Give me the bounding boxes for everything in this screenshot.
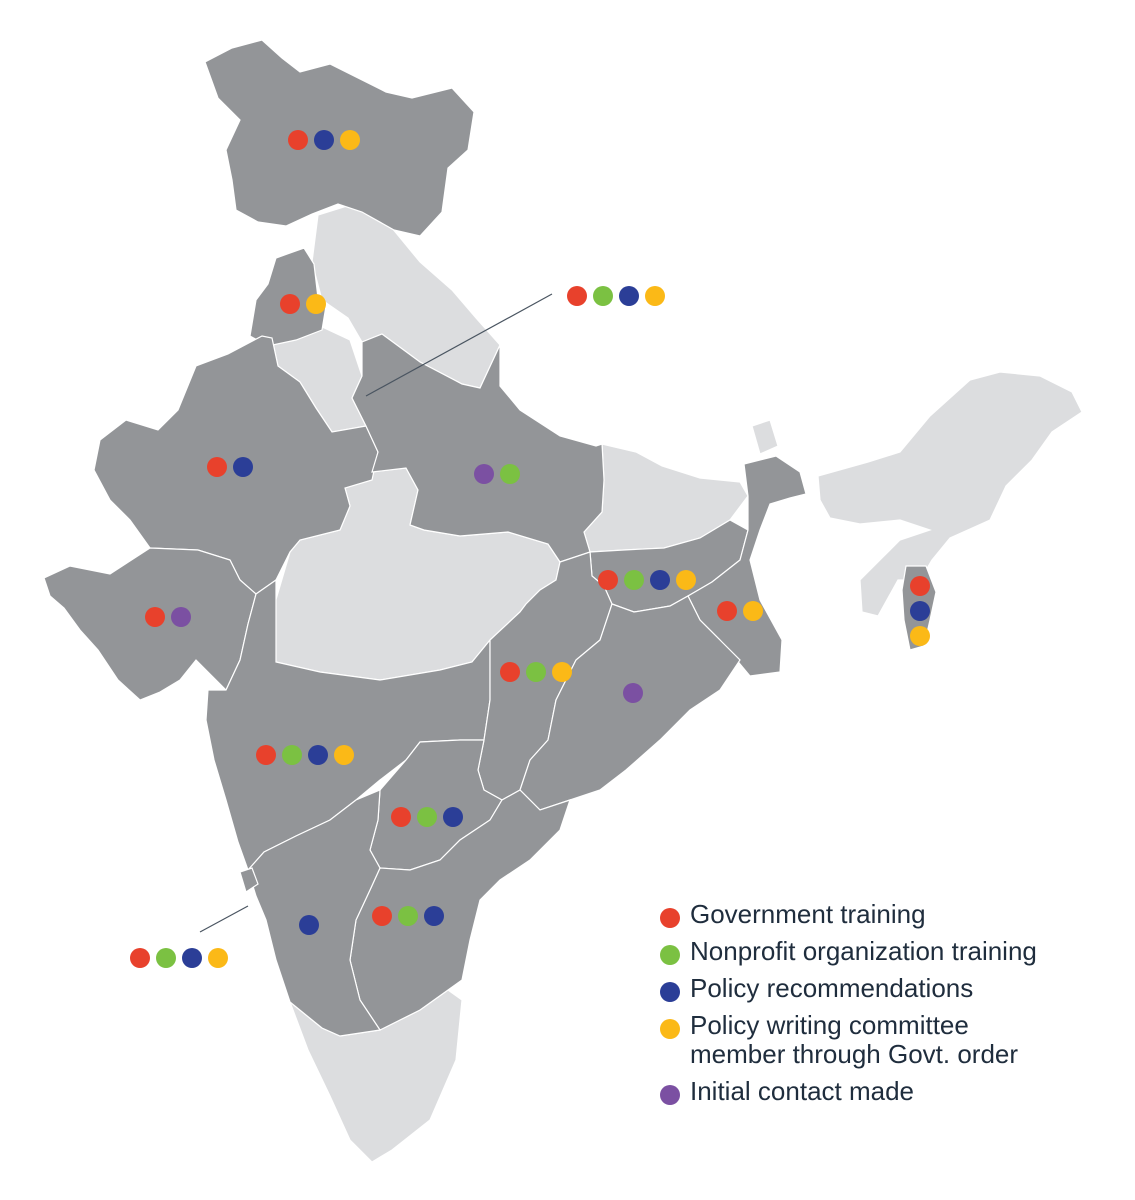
goa-leader-line <box>199 905 249 933</box>
marker-ngo-dot <box>282 745 302 765</box>
legend-label: Government training <box>690 899 926 929</box>
yellow-dot-icon <box>660 1019 680 1039</box>
marker-gov-dot <box>717 601 737 621</box>
state-jammu-kashmir <box>204 39 475 237</box>
marker-committee-dot <box>910 626 930 646</box>
marker-group-karnataka <box>299 915 319 935</box>
state-odisha <box>519 595 741 811</box>
red-dot-icon <box>660 908 680 928</box>
marker-group-maharashtra <box>256 745 354 765</box>
marker-ngo-dot <box>156 948 176 968</box>
marker-gov-dot <box>256 745 276 765</box>
marker-gov-dot <box>145 607 165 627</box>
marker-policy-dot <box>182 948 202 968</box>
marker-group-chhattisgarh <box>500 662 572 682</box>
marker-ngo-dot <box>500 464 520 484</box>
marker-group-rajasthan <box>207 457 253 477</box>
marker-gov-dot <box>372 906 392 926</box>
marker-group-odisha <box>623 683 643 703</box>
legend-label: Policy recommendations <box>690 973 974 1003</box>
marker-ngo-dot <box>398 906 418 926</box>
state-west-bengal <box>687 455 807 677</box>
marker-committee-dot <box>306 294 326 314</box>
marker-ngo-dot <box>624 570 644 590</box>
state-goa <box>239 867 259 893</box>
marker-group-goa <box>130 948 228 968</box>
delhi-leader-line <box>365 293 553 397</box>
marker-gov-dot <box>598 570 618 590</box>
legend-label: Policy writing committee member through … <box>690 1010 1019 1069</box>
marker-committee-dot <box>208 948 228 968</box>
marker-gov-dot <box>500 662 520 682</box>
marker-ngo-dot <box>417 807 437 827</box>
marker-contact-dot <box>171 607 191 627</box>
marker-policy-dot <box>233 457 253 477</box>
marker-ngo-dot <box>526 662 546 682</box>
marker-group-andhra-pradesh <box>372 906 444 926</box>
marker-group-telangana <box>391 807 463 827</box>
state-sikkim <box>751 419 779 455</box>
marker-gov-dot <box>207 457 227 477</box>
green-dot-icon <box>660 945 680 965</box>
marker-contact-dot <box>474 464 494 484</box>
marker-policy-dot <box>314 130 334 150</box>
marker-group-uttar-pradesh <box>474 464 520 484</box>
marker-committee-dot <box>676 570 696 590</box>
marker-committee-dot <box>334 745 354 765</box>
marker-gov-dot <box>130 948 150 968</box>
legend: Government training Nonprofit organizati… <box>660 900 1130 1114</box>
marker-policy-dot <box>619 286 639 306</box>
marker-ngo-dot <box>593 286 613 306</box>
marker-policy-dot <box>650 570 670 590</box>
marker-committee-dot <box>743 601 763 621</box>
marker-policy-dot <box>910 601 930 621</box>
marker-committee-dot <box>645 286 665 306</box>
marker-gov-dot <box>280 294 300 314</box>
legend-label: Initial contact made <box>690 1076 915 1106</box>
marker-gov-dot <box>910 576 930 596</box>
marker-group-manipur-mizoram <box>910 576 930 646</box>
marker-group-jharkhand <box>598 570 696 590</box>
markers-layer <box>130 130 930 968</box>
marker-gov-dot <box>288 130 308 150</box>
legend-item-nonprofit-training: Nonprofit organization training <box>660 937 1130 966</box>
legend-item-policy-recommendations: Policy recommendations <box>660 974 1130 1003</box>
state-karnataka <box>247 789 382 1037</box>
marker-policy-dot <box>308 745 328 765</box>
marker-committee-dot <box>340 130 360 150</box>
blue-dot-icon <box>660 982 680 1002</box>
marker-contact-dot <box>623 683 643 703</box>
marker-policy-dot <box>424 906 444 926</box>
legend-item-government-training: Government training <box>660 900 1130 929</box>
legend-item-policy-committee: Policy writing committee member through … <box>660 1011 1130 1069</box>
legend-item-initial-contact: Initial contact made <box>660 1077 1130 1106</box>
marker-gov-dot <box>567 286 587 306</box>
marker-group-west-bengal <box>717 601 763 621</box>
state-northeast <box>817 371 1083 617</box>
marker-gov-dot <box>391 807 411 827</box>
marker-group-jammu-kashmir <box>288 130 360 150</box>
marker-policy-dot <box>443 807 463 827</box>
marker-policy-dot <box>299 915 319 935</box>
marker-committee-dot <box>552 662 572 682</box>
marker-group-punjab <box>280 294 326 314</box>
marker-group-gujarat <box>145 607 191 627</box>
legend-label: Nonprofit organization training <box>690 936 1037 966</box>
marker-group-delhi <box>567 286 665 306</box>
purple-dot-icon <box>660 1085 680 1105</box>
